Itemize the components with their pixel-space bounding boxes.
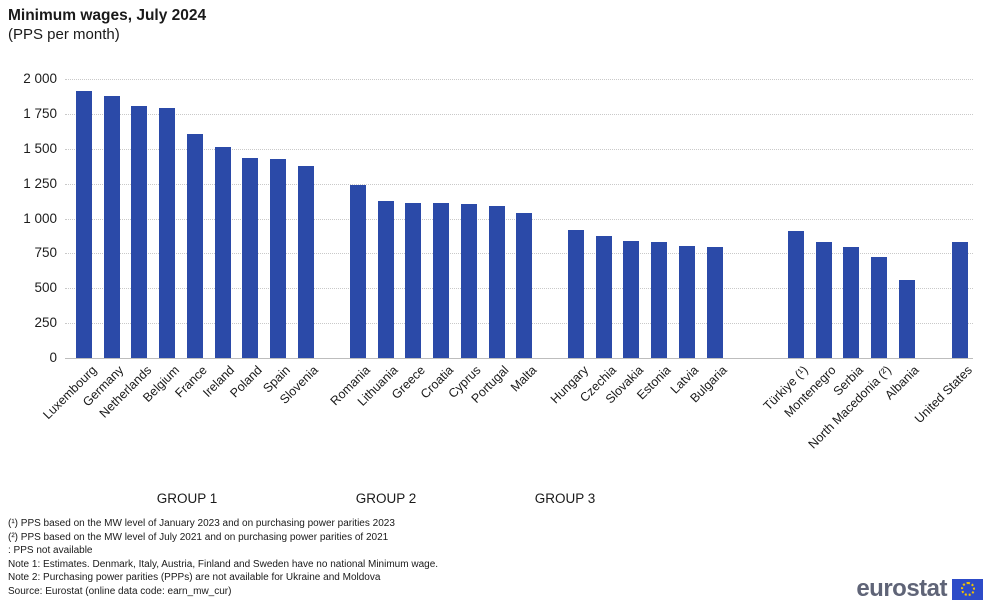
bar[interactable]	[433, 203, 450, 358]
plot-area	[65, 79, 973, 359]
bar[interactable]	[815, 242, 832, 358]
bar[interactable]	[488, 205, 505, 358]
x-axis-labels: Luxembourg Germany Netherlands Belgium Franc…	[40, 363, 975, 495]
gridline	[65, 148, 973, 150]
footnote-1: (¹) PPS based on the MW level of January…	[8, 518, 395, 529]
gridline	[65, 183, 973, 185]
y-tick-label: 500	[34, 280, 57, 296]
footnote-note2: Note 2: Purchasing power parities (PPPs)…	[8, 572, 381, 583]
y-axis: 2 000 1 750 1 500 1 250 1 000 750 500 250 0	[0, 0, 57, 400]
bar[interactable]	[623, 240, 640, 358]
bar[interactable]	[595, 235, 612, 358]
chart-header: Minimum wages, July 2024 (PPS per month)	[8, 6, 206, 44]
footnote-2: (²) PPS based on the MW level of July 20…	[8, 531, 389, 543]
bar[interactable]	[706, 246, 723, 358]
y-tick-label: 0	[49, 350, 57, 365]
bar[interactable]	[405, 202, 422, 358]
group-caption: GROUP 2	[355, 491, 417, 506]
eurostat-logo-text: eurostat	[856, 575, 947, 602]
chart-subtitle: (PPS per month)	[8, 26, 120, 43]
bar[interactable]	[76, 91, 92, 358]
x-tick-label: Malta	[507, 363, 540, 395]
y-tick-label: 1 750	[23, 105, 57, 121]
footnote-source: Source: Eurostat (online data code: earn…	[8, 585, 232, 597]
bar[interactable]	[952, 241, 968, 358]
y-tick-label: 1 000	[23, 210, 57, 226]
bar[interactable]	[269, 158, 286, 358]
bar[interactable]	[568, 229, 584, 358]
y-tick-label: 1 250	[23, 175, 57, 191]
footnote-note1: Note 1: Estimates. Denmark, Italy, Austr…	[8, 558, 439, 570]
y-tick-label: 750	[34, 245, 57, 261]
group-captions: GROUP 1 GROUP 2 GROUP 3	[65, 491, 973, 511]
bar[interactable]	[242, 157, 259, 358]
bar[interactable]	[377, 200, 394, 358]
bar[interactable]	[297, 165, 314, 358]
y-tick-label: 1 500	[23, 140, 57, 156]
bar[interactable]	[843, 246, 860, 358]
group-caption: GROUP 3	[534, 491, 596, 506]
bar[interactable]	[678, 245, 695, 358]
y-tick-label: 250	[34, 315, 57, 331]
bar[interactable]	[651, 241, 668, 358]
footnote-not-available: : PPS not available	[8, 545, 93, 556]
gridline	[65, 113, 973, 115]
bar[interactable]	[460, 203, 477, 358]
eurostat-logo: eurostat	[856, 577, 983, 601]
bar[interactable]	[186, 133, 203, 358]
y-tick-label: 2 000	[23, 71, 57, 86]
bar[interactable]	[214, 146, 231, 358]
group-caption: GROUP 1	[156, 491, 218, 506]
bar[interactable]	[871, 256, 888, 358]
bar[interactable]	[516, 213, 533, 358]
bar[interactable]	[103, 96, 120, 358]
eu-flag-icon	[952, 578, 983, 600]
bar[interactable]	[159, 108, 176, 358]
bar[interactable]	[788, 230, 804, 358]
chart-title: Minimum wages, July 2024	[8, 7, 207, 24]
bar[interactable]	[131, 105, 148, 358]
footnotes: (¹) PPS based on the MW level of January…	[8, 517, 438, 598]
bar[interactable]	[350, 184, 366, 358]
gridline	[65, 79, 973, 80]
eu-flag-stars-icon	[960, 582, 975, 596]
bar[interactable]	[898, 280, 915, 358]
